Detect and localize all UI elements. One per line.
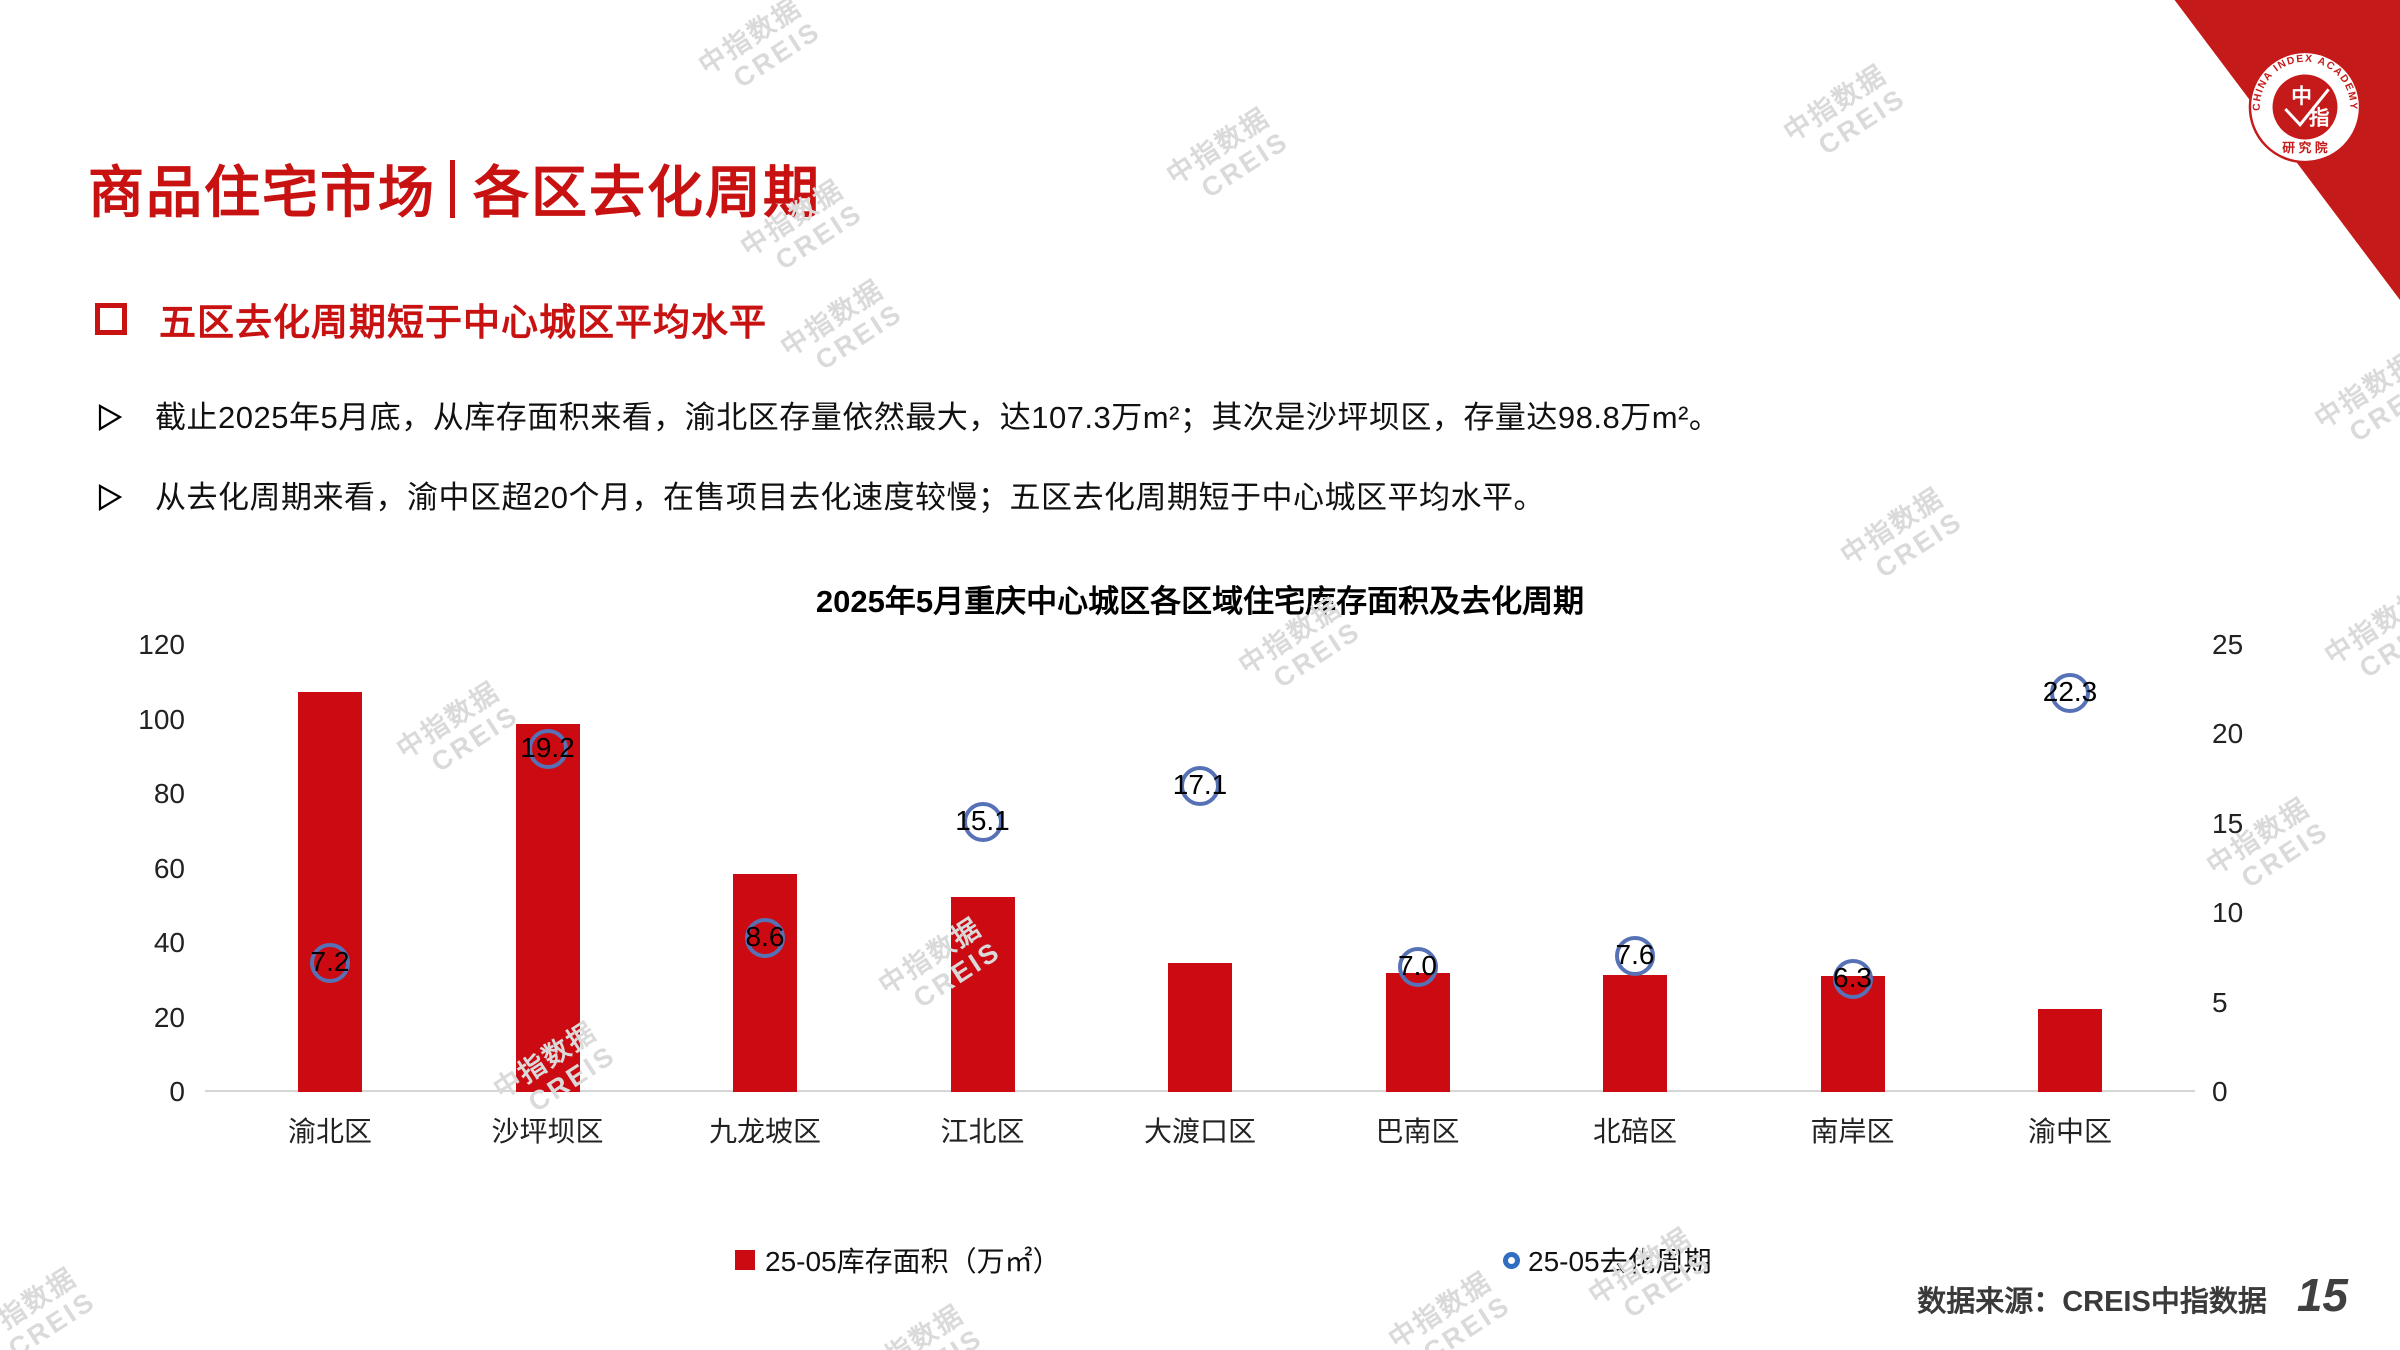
x-axis-label: 巴南区: [1375, 1116, 1460, 1147]
y-tick-label: 15: [2212, 807, 2244, 839]
chart-title: 2025年5月重庆中心城区各区域住宅库存面积及去化周期: [815, 584, 1585, 619]
y-axis-right: 25 20 15 10 5 0: [2212, 629, 2302, 1107]
inventory-bar: [298, 692, 362, 1092]
page-title: 商品住宅市场 各区去化周期: [88, 148, 821, 229]
legend-label: 25-05库存面积（万㎡）: [765, 1246, 1061, 1277]
x-axis-label: 大渡口区: [1143, 1116, 1256, 1147]
inventory-bar: [1168, 963, 1232, 1092]
destock-marker-icon: [1180, 766, 1220, 807]
x-axis-label: 沙坪坝区: [491, 1116, 604, 1147]
title-divider: [450, 159, 455, 218]
y-tick-label: 0: [169, 1076, 185, 1107]
section-header-row: 五区去化周期短于中心城区平均水平: [95, 292, 767, 346]
china-index-academy-logo-icon: CHINA INDEX ACADEMY 中 指 研 究 院: [2246, 48, 2364, 171]
destock-value-label: 15.1: [955, 805, 1010, 836]
arrow-bullet-icon: [98, 484, 123, 511]
bullet-text: 截止2025年5月底，从库存面积来看，渝北区存量依然最大，达107.3万m²；其…: [155, 400, 1721, 435]
footer: 数据来源：CREIS中指数据 15: [1917, 1268, 2348, 1322]
logo-center-char-1: 中: [2291, 84, 2312, 108]
legend-label: 25-05去化周期: [1528, 1246, 1712, 1277]
legend-bar-swatch-icon: [735, 1250, 755, 1270]
y-tick-label: 0: [2212, 1076, 2228, 1107]
destock-value-label: 6.3: [1833, 962, 1872, 994]
destock-value-label: 7.0: [1398, 949, 1437, 981]
destock-marker-icon: [527, 728, 568, 769]
destock-value-label: 19.2: [520, 731, 575, 763]
square-bullet-icon: [95, 303, 127, 335]
y-tick-label: 40: [153, 927, 185, 958]
x-axis-label: 江北区: [940, 1116, 1025, 1147]
inventory-bar: [733, 874, 797, 1092]
y-tick-label: 5: [2212, 986, 2228, 1018]
x-axis-label: 南岸区: [1810, 1116, 1895, 1147]
y-tick-label: 100: [138, 703, 185, 735]
bullet-text: 从去化周期来看，渝中区超20个月，在售项目去化速度较慢；五区去化周期短于中心城区…: [155, 480, 1545, 515]
bullet-item: 从去化周期来看，渝中区超20个月，在售项目去化速度较慢；五区去化周期短于中心城区…: [95, 478, 1545, 518]
y-tick-label: 120: [138, 629, 185, 660]
destock-marker-icon: [962, 802, 1003, 842]
bullet-item: 截止2025年5月底，从库存面积来看，渝北区存量依然最大，达107.3万m²；其…: [95, 398, 1720, 438]
legend-item-inventory: 25-05库存面积（万㎡）: [735, 1240, 1061, 1280]
destock-marker-icon: [310, 943, 350, 984]
inventory-bar: [515, 724, 580, 1092]
destock-marker-icon: [1397, 946, 1438, 987]
destock-value-label: 22.3: [2042, 676, 2098, 708]
data-source-note: 数据来源：CREIS中指数据: [1917, 1286, 2267, 1318]
y-axis-left: 120 100 80 60 40 20 0: [100, 629, 185, 1107]
arrow-bullet-icon: [98, 404, 123, 431]
destock-marker-icon: [2050, 673, 2090, 714]
y-tick-label: 25: [2212, 629, 2244, 660]
inventory-bar: [2038, 1009, 2102, 1092]
page-number: 15: [2296, 1269, 2348, 1321]
plot-area: 渝北区 7.2 沙坪坝区 19.2 九龙坡区 8.6 江北区 15.1 大渡口区 17.1 巴南区 7…: [230, 645, 2170, 1147]
x-axis-label: 北碚区: [1592, 1116, 1677, 1147]
legend-item-destock: 25-05去化周期: [1503, 1240, 1712, 1280]
inventory-bar: [1603, 975, 1667, 1092]
legend-circle-swatch-icon: [1503, 1251, 1520, 1269]
y-tick-label: 20: [153, 1001, 185, 1033]
destock-value-label: 7.2: [310, 946, 350, 978]
destock-marker-icon: [1615, 936, 1655, 977]
x-axis-label: 九龙坡区: [708, 1116, 821, 1147]
x-axis-label: 渝中区: [2027, 1116, 2112, 1147]
y-tick-label: 80: [153, 778, 185, 809]
page-title-left: 商品住宅市场: [88, 161, 436, 224]
page-title-right: 各区去化周期: [473, 161, 821, 224]
y-tick-label: 20: [2212, 718, 2244, 750]
destock-marker-icon: [1832, 959, 1873, 1000]
x-axis-label: 渝北区: [287, 1116, 372, 1147]
destock-marker-icon: [745, 918, 785, 959]
y-tick-label: 60: [153, 852, 185, 884]
destock-value-label: 7.6: [1615, 939, 1655, 971]
inventory-bar: [950, 897, 1015, 1092]
y-tick-label: 10: [2212, 897, 2244, 929]
destock-value-label: 17.1: [1172, 769, 1228, 801]
inventory-bar: [1385, 973, 1450, 1092]
logo-bottom-text: 研 究 院: [2282, 140, 2328, 155]
destock-value-label: 8.6: [745, 921, 785, 953]
section-header: 五区去化周期短于中心城区平均水平: [159, 302, 767, 343]
logo-center-char-2: 指: [2309, 106, 2330, 130]
